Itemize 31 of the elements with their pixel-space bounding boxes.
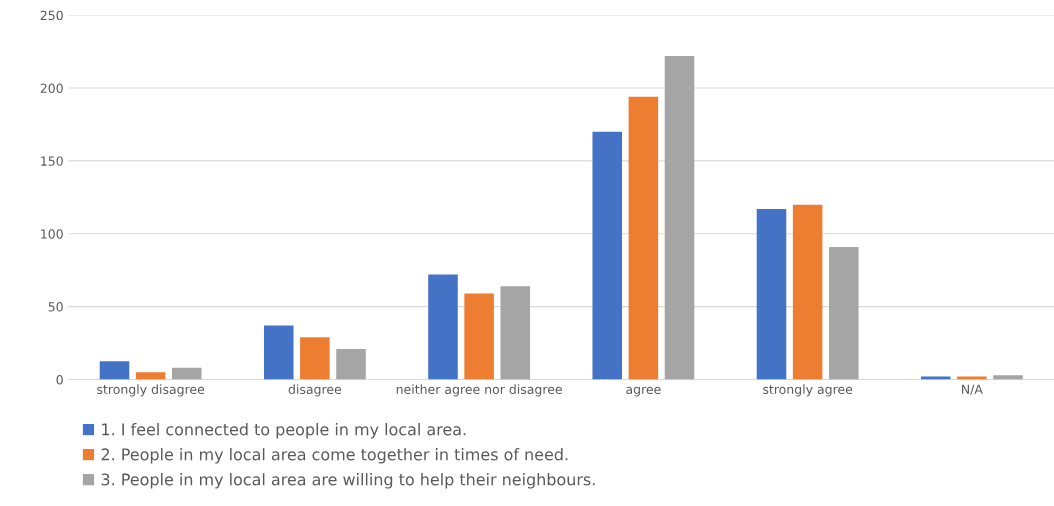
- y-tick-label: 150: [41, 156, 63, 166]
- bar: [135, 372, 166, 380]
- x-tick-label: neither agree nor disagree: [396, 384, 562, 397]
- y-tick-label: 200: [40, 83, 63, 93]
- bar: [664, 55, 695, 380]
- bar: [500, 286, 531, 380]
- bar: [792, 204, 823, 380]
- bar: [628, 96, 659, 380]
- legend-label: 1. I feel connected to people in my local area.: [102, 423, 466, 439]
- bar: [756, 209, 787, 380]
- x-tick-label: strongly agree: [763, 384, 853, 397]
- bar: [464, 293, 494, 380]
- legend-label: 3. People in my local area are willing to help their neighbours.: [101, 473, 595, 489]
- bar: [99, 361, 130, 380]
- bar: [336, 348, 366, 380]
- bar: [300, 337, 330, 380]
- x-tick-label: N/A: [962, 384, 983, 396]
- x-tick-label: disagree: [288, 384, 342, 397]
- bar: [263, 325, 294, 380]
- bar: [993, 375, 1023, 380]
- y-tick-label: 0: [56, 374, 63, 385]
- bar: [592, 131, 623, 380]
- y-tick-label: 50: [48, 302, 63, 312]
- x-tick-label: strongly disagree: [97, 384, 205, 397]
- legend-label: 2. People in my local area come together in times of need.: [101, 448, 568, 464]
- y-tick-label: 100: [41, 229, 63, 239]
- bar: [828, 246, 859, 380]
- bar: [171, 367, 202, 380]
- bar: [428, 274, 458, 380]
- x-tick-label: agree: [626, 386, 661, 397]
- y-tick-label: 250: [40, 10, 63, 21]
